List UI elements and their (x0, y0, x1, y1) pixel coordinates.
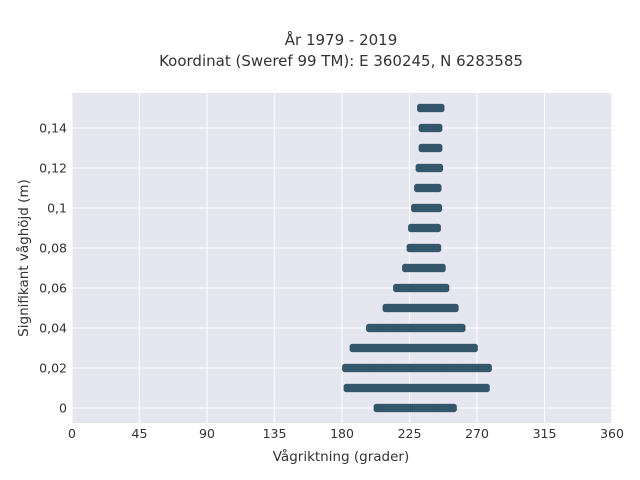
point-band (349, 343, 478, 353)
point-band (414, 183, 442, 193)
x-tick-label: 315 (533, 426, 557, 441)
y-tick-label: 0,02 (39, 361, 67, 376)
x-tick-label: 180 (330, 426, 354, 441)
data-point (436, 206, 443, 213)
x-tick-label: 0 (68, 426, 76, 441)
y-axis-label: Signifikant våghöjd (m) (15, 179, 32, 337)
y-tick-label: 0,1 (47, 201, 67, 216)
data-point (486, 366, 492, 373)
data-point (471, 346, 478, 353)
data-point (435, 226, 441, 233)
x-tick-label: 90 (199, 426, 215, 441)
chart-title-line2: Koordinat (Sweref 99 TM): E 360245, N 62… (159, 52, 523, 70)
point-band (418, 143, 443, 153)
x-tick-label: 225 (398, 426, 422, 441)
data-point (459, 326, 466, 333)
y-tick-label: 0,14 (39, 121, 67, 136)
x-axis-label: Vågriktning (grader) (273, 448, 410, 465)
point-band (342, 363, 492, 373)
x-tick-label: 270 (465, 426, 489, 441)
chart-title-line1: År 1979 - 2019 (285, 30, 398, 49)
point-band (373, 403, 457, 413)
data-point (450, 406, 457, 413)
point-band (406, 243, 442, 253)
point-band (343, 383, 490, 393)
y-axis-ticks: 0 0,02 0,04 0,06 0,08 0,1 0,12 0,14 (39, 121, 67, 416)
data-point (438, 106, 445, 113)
point-band (418, 123, 443, 133)
y-tick-label: 0,08 (39, 241, 67, 256)
x-axis-ticks: 0 45 90 135 180 225 270 315 360 (68, 426, 624, 441)
x-tick-label: 135 (263, 426, 287, 441)
data-point (437, 166, 444, 173)
y-tick-label: 0,12 (39, 161, 67, 176)
data-point (452, 306, 459, 313)
point-band (366, 323, 466, 333)
x-tick-label: 360 (600, 426, 624, 441)
point-band (393, 283, 450, 293)
point-band (408, 223, 441, 233)
data-point (436, 146, 443, 153)
data-point (436, 126, 443, 133)
point-band (402, 263, 446, 273)
data-point (435, 246, 442, 253)
data-point (483, 386, 490, 393)
point-band (382, 303, 459, 313)
data-points (342, 103, 492, 413)
y-tick-label: 0,06 (39, 281, 67, 296)
y-tick-label: 0,04 (39, 321, 67, 336)
data-point (443, 286, 450, 293)
grid-lines (71, 93, 613, 423)
y-tick-label: 0 (59, 401, 67, 416)
point-band (417, 103, 445, 113)
data-point (435, 186, 442, 193)
x-tick-label: 45 (132, 426, 148, 441)
point-band (411, 203, 443, 213)
point-band (415, 163, 444, 173)
data-point (439, 266, 446, 273)
